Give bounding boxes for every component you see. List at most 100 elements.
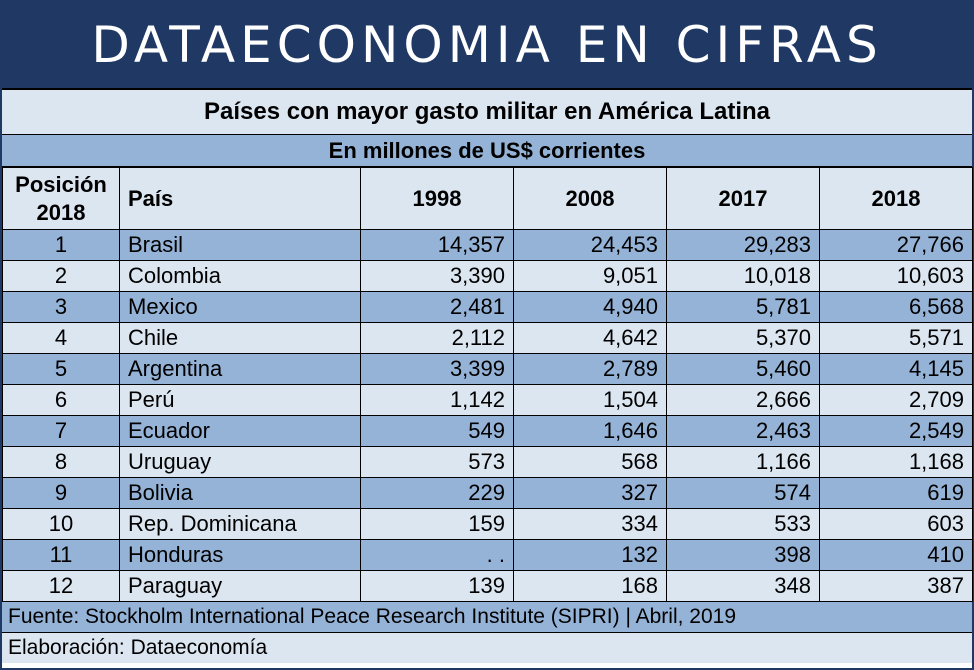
- cell-2017: 533: [666, 508, 820, 540]
- cell-1998: 573: [360, 446, 514, 478]
- cell-position: 1: [2, 229, 120, 261]
- cell-1998: 3,399: [360, 353, 514, 385]
- banner-title: DATAECONOMIA EN CIFRAS: [2, 2, 972, 90]
- cell-2008: 568: [513, 446, 667, 478]
- cell-1998: 1,142: [360, 384, 514, 416]
- cell-2008: 334: [513, 508, 667, 540]
- cell-1998: 159: [360, 508, 514, 540]
- cell-position: 11: [2, 539, 120, 571]
- table-row: 2 Colombia 3,390 9,051 10,018 10,603: [2, 260, 973, 292]
- cell-2008: 327: [513, 477, 667, 509]
- cell-country: Rep. Dominicana: [119, 508, 361, 540]
- cell-2017: 398: [666, 539, 820, 571]
- cell-position: 5: [2, 353, 120, 385]
- cell-position: 7: [2, 415, 120, 447]
- table-header-row: Posición 2018 País 1998 2008 2017 2018: [2, 167, 973, 230]
- cell-2018: 5,571: [819, 322, 973, 354]
- cell-2008: 1,646: [513, 415, 667, 447]
- cell-2018: 1,168: [819, 446, 973, 478]
- cell-country: Bolivia: [119, 477, 361, 509]
- cell-2017: 1,166: [666, 446, 820, 478]
- cell-position: 6: [2, 384, 120, 416]
- header-position-label: Posición 2018: [15, 171, 107, 225]
- header-1998: 1998: [360, 167, 514, 230]
- cell-country: Uruguay: [119, 446, 361, 478]
- cell-2008: 4,642: [513, 322, 667, 354]
- cell-2018: 410: [819, 539, 973, 571]
- cell-2008: 4,940: [513, 291, 667, 323]
- cell-2017: 29,283: [666, 229, 820, 261]
- cell-2008: 24,453: [513, 229, 667, 261]
- cell-2017: 10,018: [666, 260, 820, 292]
- cell-2008: 132: [513, 539, 667, 571]
- table-row: 11 Honduras. . 132 398 410: [2, 539, 973, 571]
- cell-country: Chile: [119, 322, 361, 354]
- cell-country: Paraguay: [119, 570, 361, 602]
- cell-position: 3: [2, 291, 120, 323]
- source-note: Fuente: Stockholm International Peace Re…: [2, 602, 972, 633]
- cell-position: 12: [2, 570, 120, 602]
- cell-2017: 2,666: [666, 384, 820, 416]
- cell-position: 4: [2, 322, 120, 354]
- cell-1998: 139: [360, 570, 514, 602]
- cell-2017: 574: [666, 477, 820, 509]
- cell-1998: 2,481: [360, 291, 514, 323]
- cell-1998: 14,357: [360, 229, 514, 261]
- cell-country: Colombia: [119, 260, 361, 292]
- cell-2018: 387: [819, 570, 973, 602]
- cell-country: Ecuador: [119, 415, 361, 447]
- header-2008: 2008: [513, 167, 667, 230]
- cell-2017: 348: [666, 570, 820, 602]
- cell-2018: 2,709: [819, 384, 973, 416]
- military-spending-table: Posición 2018 País 1998 2008 2017 2018 1…: [2, 167, 973, 602]
- cell-country: Perú: [119, 384, 361, 416]
- cell-country: Argentina: [119, 353, 361, 385]
- cell-position: 8: [2, 446, 120, 478]
- cell-2008: 9,051: [513, 260, 667, 292]
- cell-country: Brasil: [119, 229, 361, 261]
- cell-position: 10: [2, 508, 120, 540]
- table-row: 3 Mexico 2,481 4,940 5,781 6,568: [2, 291, 973, 323]
- cell-2018: 2,549: [819, 415, 973, 447]
- cell-2008: 168: [513, 570, 667, 602]
- cell-position: 2: [2, 260, 120, 292]
- header-country: País: [119, 167, 361, 230]
- header-position: Posición 2018: [2, 167, 120, 230]
- cell-country: Honduras: [119, 539, 361, 571]
- table-body: 1 Brasil 14,357 24,453 29,283 27,766 2 Colombia…: [2, 229, 973, 602]
- credit-note: Elaboración: Dataeconomía: [2, 633, 972, 663]
- cell-1998: 549: [360, 415, 514, 447]
- cell-2018: 4,145: [819, 353, 973, 385]
- header-2018: 2018: [819, 167, 973, 230]
- header-2017: 2017: [666, 167, 820, 230]
- cell-2017: 5,370: [666, 322, 820, 354]
- cell-2017: 2,463: [666, 415, 820, 447]
- table-row: 9 Bolivia 229 327 574 619: [2, 477, 973, 509]
- cell-2017: 5,460: [666, 353, 820, 385]
- table-row: 5 Argentina 3,399 2,789 5,460 4,145: [2, 353, 973, 385]
- table-row: 7 Ecuador 549 1,646 2,463 2,549: [2, 415, 973, 447]
- table-subtitle: En millones de US$ corrientes: [2, 135, 972, 167]
- cell-1998: 2,112: [360, 322, 514, 354]
- cell-2018: 603: [819, 508, 973, 540]
- table-row: 4 Chile 2,112 4,642 5,370 5,571: [2, 322, 973, 354]
- cell-2018: 27,766: [819, 229, 973, 261]
- cell-1998: 229: [360, 477, 514, 509]
- cell-country: Mexico: [119, 291, 361, 323]
- cell-2018: 6,568: [819, 291, 973, 323]
- cell-position: 9: [2, 477, 120, 509]
- cell-2018: 619: [819, 477, 973, 509]
- cell-1998: 3,390: [360, 260, 514, 292]
- table-row: 6 Perú 1,142 1,504 2,666 2,709: [2, 384, 973, 416]
- table-row: 8 Uruguay 573 568 1,166 1,168: [2, 446, 973, 478]
- table-row: 12 Paraguay 139 168 348 387: [2, 570, 973, 602]
- cell-2008: 1,504: [513, 384, 667, 416]
- table-row: 1 Brasil 14,357 24,453 29,283 27,766: [2, 229, 973, 261]
- table-title: Países con mayor gasto militar en Améric…: [2, 90, 972, 135]
- cell-2017: 5,781: [666, 291, 820, 323]
- cell-2018: 10,603: [819, 260, 973, 292]
- table-row: 10 Rep. Dominicana 159 334 533 603: [2, 508, 973, 540]
- cell-2008: 2,789: [513, 353, 667, 385]
- cell-1998: . .: [360, 539, 514, 571]
